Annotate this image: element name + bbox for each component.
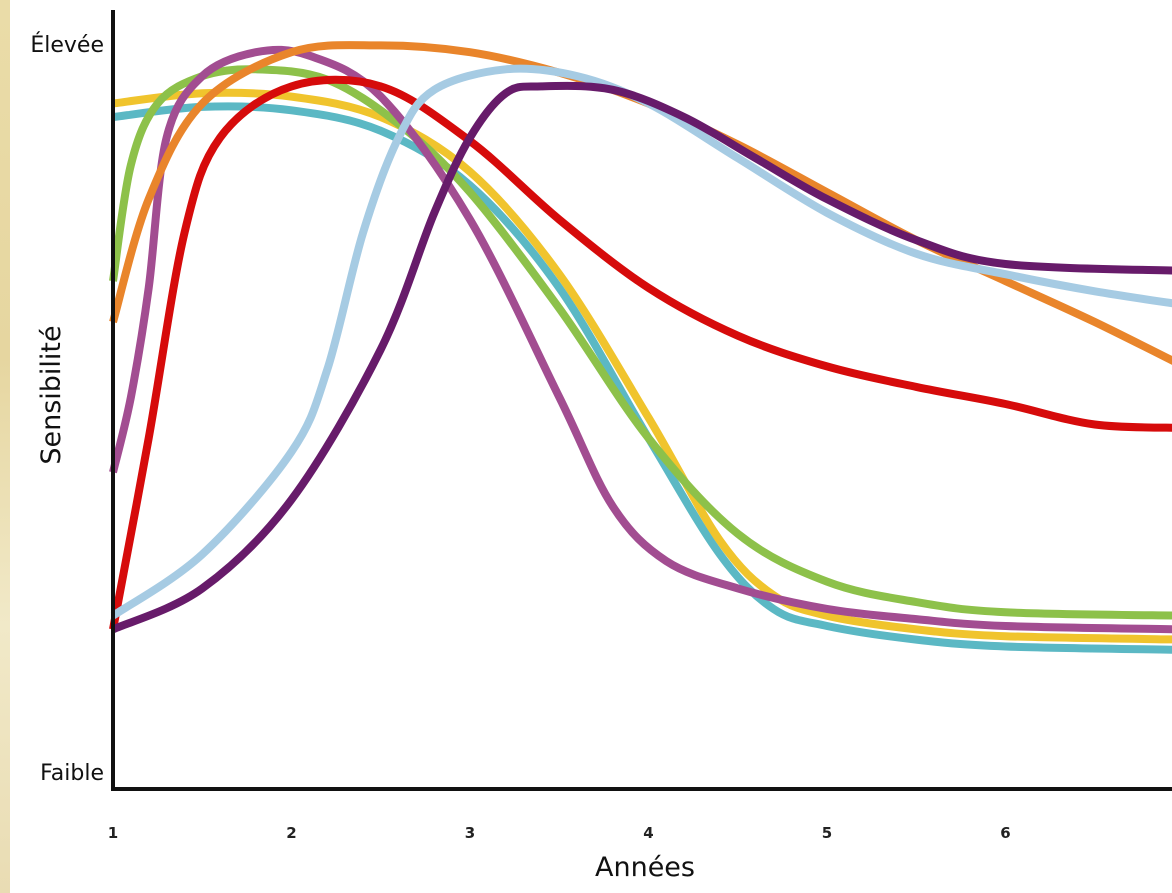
decorative-left-strip <box>0 0 10 893</box>
x-tick-label-4: 4 <box>643 824 653 842</box>
y-top-label: Élevée <box>30 32 104 58</box>
series-line-6 <box>109 75 1172 631</box>
x-tick-label-2: 2 <box>286 824 296 842</box>
x-tick-label-3: 3 <box>465 824 475 842</box>
x-tick-label-6: 6 <box>1000 824 1010 842</box>
x-tick-label-1: 1 <box>108 824 118 842</box>
x-tick-label-5: 5 <box>822 824 832 842</box>
series-line-7 <box>110 64 1172 620</box>
series-line-4 <box>109 45 1172 634</box>
y-bottom-label: Faible <box>40 761 104 786</box>
series-line-1 <box>112 102 1172 654</box>
series-line-8 <box>111 81 1172 634</box>
x-tick-labels: 1 2 3 4 5 6 <box>108 824 1011 842</box>
series-line-2 <box>112 88 1172 644</box>
series-line-3 <box>109 65 1172 620</box>
y-axis-title: Sensibilité <box>36 325 67 464</box>
series-layer <box>109 41 1172 654</box>
x-axis-title: Années <box>595 852 695 883</box>
